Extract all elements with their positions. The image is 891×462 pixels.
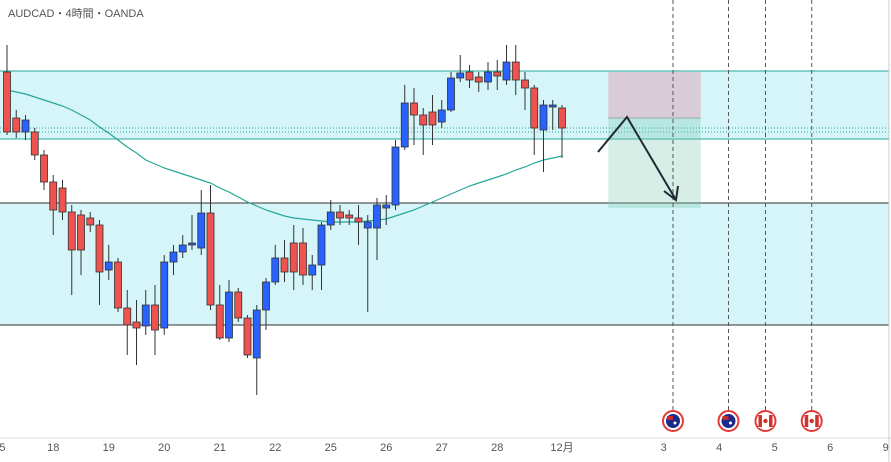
stop-zone (608, 72, 701, 118)
candle-body (382, 204, 391, 209)
x-tick-label: 9 (883, 442, 889, 454)
x-tick-label: 6 (827, 442, 833, 454)
x-tick-label: 12月 (550, 442, 573, 454)
flag-ca-l (758, 415, 762, 427)
flag-ca-r (768, 415, 773, 427)
candle-body (484, 71, 492, 83)
zone (0, 203, 889, 325)
candle-body (225, 291, 233, 339)
candle-body (280, 257, 289, 273)
candle-body (132, 321, 141, 329)
candle-body (21, 119, 30, 133)
zone (0, 71, 889, 139)
candle-body (58, 187, 67, 213)
candle-body (188, 242, 196, 246)
x-tick-label: 3 (661, 442, 667, 454)
candle-body (400, 102, 409, 148)
candle-body (336, 211, 344, 219)
candle-body (354, 217, 363, 223)
candle-body (530, 87, 539, 129)
x-tick-label: 5 (772, 442, 778, 454)
candle-body (289, 242, 298, 273)
flag-union (722, 416, 729, 420)
flag-star (728, 421, 732, 425)
candle-body (363, 221, 372, 229)
flag-union (666, 416, 673, 420)
candle-body (299, 242, 307, 276)
candle-body (151, 304, 159, 331)
flag-ca-l (804, 415, 809, 427)
candle-body (521, 79, 529, 89)
candle-body (548, 104, 557, 108)
x-tick-label: 18 (47, 442, 59, 454)
x-tick-label: 4 (716, 442, 722, 454)
candle-body (345, 214, 354, 219)
chart-title: AUDCAD・4時間・OANDA (8, 7, 144, 20)
x-tick-label: 20 (158, 442, 170, 454)
x-tick-label: 19 (103, 442, 115, 454)
candle-body (474, 76, 483, 83)
candle-body (502, 61, 511, 81)
candle-body (141, 304, 150, 327)
flag-ca-r (815, 415, 819, 427)
candle-body (465, 71, 474, 81)
candle-body (447, 77, 455, 111)
candle-body (511, 61, 520, 81)
candle-body (437, 109, 446, 123)
x-tick-label: 28 (491, 442, 503, 454)
candle-body (558, 107, 566, 129)
x-tick-label: 25 (325, 442, 337, 454)
x-tick-label: 21 (214, 442, 226, 454)
candle-body (391, 146, 400, 206)
candle-body (114, 261, 122, 309)
candle-body (539, 104, 548, 131)
flag-leaf (809, 418, 814, 424)
x-tick-label: 22 (269, 442, 281, 454)
candle-body (271, 257, 280, 283)
event-flag (800, 410, 823, 432)
x-tick-label: 27 (436, 442, 448, 454)
candle-body (67, 211, 76, 251)
candle-body (178, 244, 187, 253)
x-tick-label: 5 (0, 442, 5, 454)
candle-body (49, 181, 58, 211)
candle-body (215, 304, 224, 339)
candle-body (40, 154, 48, 183)
candle-body (428, 111, 437, 126)
plot (0, 0, 889, 432)
flag-star (673, 421, 677, 425)
candle-body (123, 307, 132, 326)
event-flag (754, 410, 777, 432)
candle-body (86, 217, 95, 226)
candle-body (77, 214, 85, 251)
candle-body (243, 317, 252, 356)
candle-body (317, 224, 326, 266)
candle-body (206, 212, 215, 306)
x-tick-label: 26 (380, 442, 392, 454)
candle-body (410, 102, 418, 116)
candle-body (30, 131, 39, 156)
candle-body (104, 261, 113, 271)
event-flag (661, 410, 684, 432)
candle-body (95, 224, 104, 273)
candle-body (169, 251, 178, 263)
candle-body (456, 72, 465, 79)
candle-body (234, 291, 243, 319)
candle-body (197, 212, 206, 249)
candle-body (160, 261, 169, 329)
candle-body (252, 309, 261, 359)
candle-body (3, 71, 11, 133)
candle-body (262, 281, 270, 311)
candle-body (308, 264, 317, 276)
forecast-arrow (597, 115, 679, 202)
candle-body (493, 71, 502, 77)
flag-leaf (763, 418, 768, 424)
candle-body (326, 211, 335, 226)
moving-average (6, 89, 563, 223)
event-flag (717, 410, 740, 432)
candle-body (12, 117, 21, 133)
candle-body (419, 114, 428, 126)
candle-body (373, 204, 381, 229)
